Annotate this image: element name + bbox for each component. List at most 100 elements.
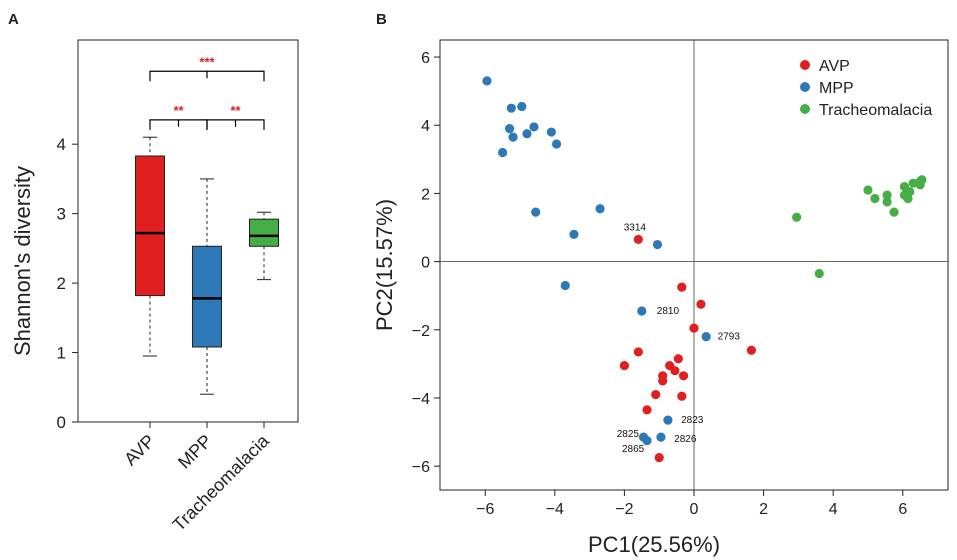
legend-label: Tracheomalacia [819,102,932,119]
sample-label: 2793 [718,332,741,343]
sample-label: 2810 [657,306,680,317]
x-tick-label: MPP [174,431,216,473]
pca-scatter-panel: −6 −4 −2 0 2 4 6 −6 −4 −2 0 2 4 6 PC1(25.56%) PC2(15.57… [372,39,949,557]
sample-label: 2865 [622,444,645,455]
legend-marker [800,82,810,92]
box-body [249,218,279,247]
x-tick-label: Tracheomalacia [169,430,274,535]
y-tick-label: 2 [57,274,66,293]
y-tick-label: −6 [412,459,430,476]
x-axis-label: PC1(25.56%) [588,532,720,557]
data-point [654,453,664,463]
data-point [882,190,892,200]
y-tick-label: 4 [421,118,430,135]
y-axis-label: PC2(15.57%) [372,199,397,331]
data-point [595,204,605,214]
significance-label: ** [230,103,241,118]
data-point [633,347,643,357]
data-point [677,282,687,292]
data-point [482,76,492,86]
data-point [642,435,652,446]
legend-label: AVP [819,58,850,75]
data-point [517,101,527,112]
data-point [508,132,518,142]
significance-label: *** [199,54,215,69]
data-point [504,124,515,134]
x-tick-label: 4 [829,501,838,518]
sample-label: 2826 [674,434,697,445]
data-point [529,122,539,132]
significance-bracket: *** [149,54,265,82]
legend-marker [800,60,810,70]
box-body [192,245,222,348]
data-point [677,391,687,401]
box-body [135,155,165,297]
data-point [905,187,915,197]
y-tick-label: 2 [421,186,430,203]
data-point [642,405,652,415]
data-point [670,366,680,376]
data-point [678,371,689,381]
data-point [663,415,673,425]
data-point [531,207,541,217]
data-point [652,239,663,250]
sample-label: 2823 [681,415,704,426]
data-point [506,103,516,113]
data-point [619,360,630,371]
significance-bracket: ** [206,103,265,130]
data-point [889,207,899,217]
series-mpp [482,76,711,446]
data-point [656,432,666,442]
data-point [522,129,532,139]
x-tick-label: −4 [546,501,564,518]
data-point [560,280,570,291]
box-tracheomalacia [249,211,279,281]
y-tick-label: −2 [412,323,430,340]
data-point [658,376,668,386]
series-avp [619,234,757,463]
significance-label: ** [173,103,184,118]
plot-frame [77,39,299,423]
box-avp [135,136,165,357]
x-tick-label: −2 [615,501,633,518]
data-point [633,234,643,245]
legend-label: MPP [819,80,854,97]
y-tick-label: 3 [57,205,66,224]
x-tick-label: 2 [759,501,768,518]
sample-label: 2825 [617,429,640,440]
y-tick-label: −4 [412,391,430,408]
significance-bracket: ** [149,103,208,130]
data-point [746,345,757,355]
x-tick-label: 0 [690,501,699,518]
sample-label: 3314 [624,223,647,234]
x-tick-label: −6 [476,501,494,518]
data-point [673,354,683,364]
data-point [701,331,711,342]
y-tick-label: 1 [57,344,66,363]
y-tick-label: 0 [57,413,66,432]
panel-b-letter: B [376,11,387,28]
data-point [870,193,880,204]
data-point [863,185,873,195]
boxplot-panel: 0 1 2 3 4 Shannon's diversity AVP MPPTracheomal… [10,39,299,535]
data-point [546,127,556,137]
box-mpp [192,178,222,395]
data-point [651,389,661,400]
data-point [882,197,892,207]
series-tracheomalacia [792,175,927,279]
data-point [689,323,699,333]
data-point [792,212,802,222]
data-point [696,299,706,309]
legend-marker [800,104,810,114]
x-tick-label: 6 [898,501,907,518]
data-point [498,147,508,158]
data-point [637,306,647,316]
x-tick-label: AVP [120,431,159,470]
data-point [908,178,918,188]
y-tick-label: 0 [421,255,430,272]
data-point [569,229,579,239]
data-point [814,268,824,279]
legend: AVP MPP Tracheomalacia [800,58,932,119]
data-point [917,175,927,185]
